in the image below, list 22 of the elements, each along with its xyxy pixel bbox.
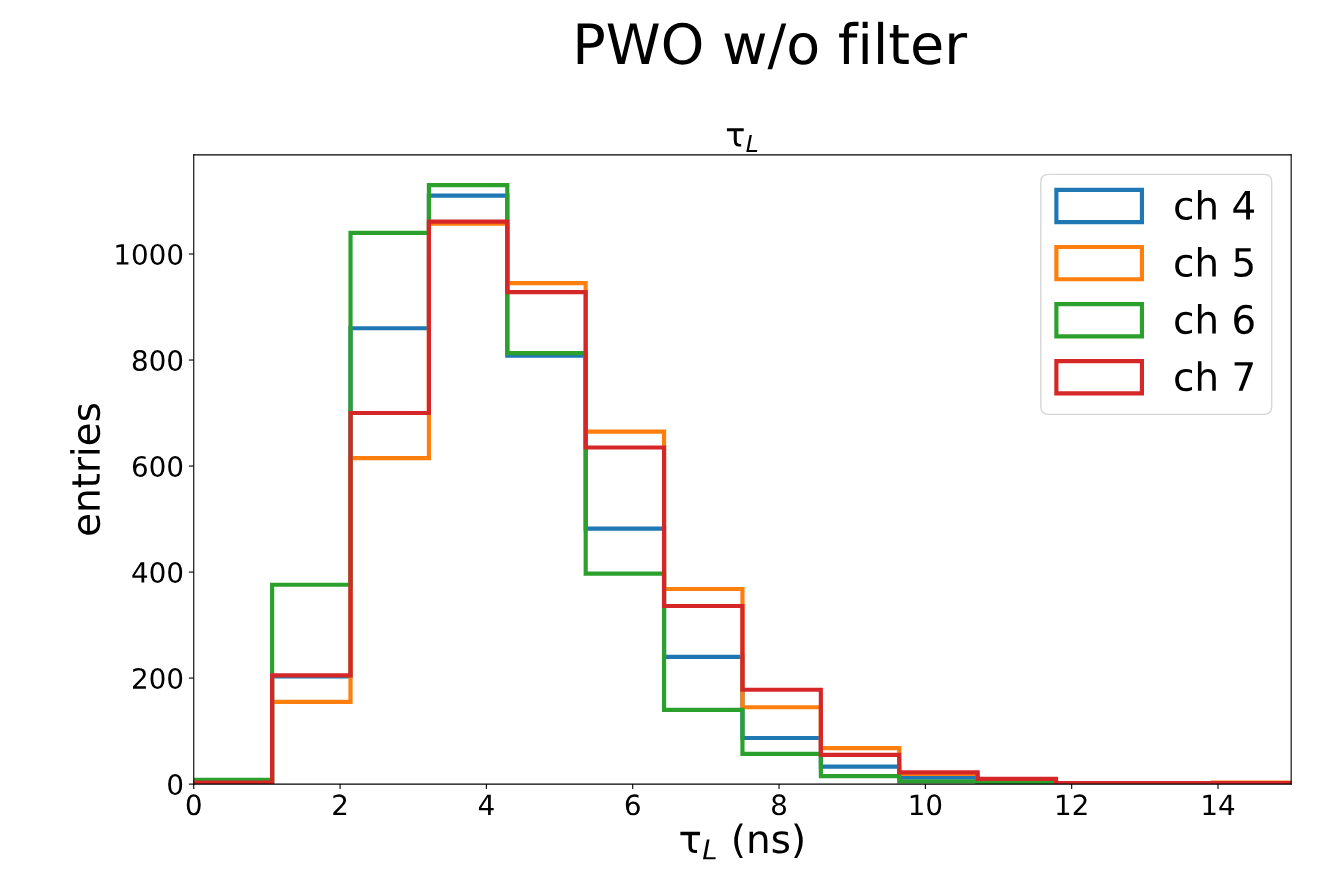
text: PWO w/o filter bbox=[577, 21, 968, 70]
x-tick-label: 2 bbox=[333, 794, 347, 815]
y-tick-label: 800 bbox=[132, 349, 183, 371]
legend-label: ch 6 bbox=[1175, 304, 1254, 335]
x-tick-label: 0 bbox=[186, 794, 201, 816]
x-tick-label: 4 bbox=[478, 794, 494, 815]
x-tick-label: 6 bbox=[625, 794, 640, 816]
y-tick-label: 600 bbox=[132, 455, 183, 477]
y-axis-title: entries bbox=[70, 403, 101, 535]
chart-title: τ$_{L}$ bbox=[726, 128, 758, 152]
legend-label: ch 4 bbox=[1175, 189, 1254, 220]
legend-label: ch 5 bbox=[1175, 246, 1253, 278]
x-axis-title: τ$_{L}$ (ns) bbox=[680, 823, 803, 860]
x-tick-label: 12 bbox=[1057, 794, 1087, 815]
x-tick-label: 10 bbox=[910, 794, 942, 816]
y-tick-label: 400 bbox=[132, 562, 183, 584]
legend-label: ch 7 bbox=[1175, 361, 1253, 392]
y-tick-label: 200 bbox=[133, 668, 183, 690]
x-tick-label: 14 bbox=[1203, 794, 1235, 815]
y-tick-label: 1000 bbox=[116, 243, 183, 265]
x-tick-label: 8 bbox=[772, 794, 786, 816]
y-tick-label: 0 bbox=[168, 774, 183, 796]
